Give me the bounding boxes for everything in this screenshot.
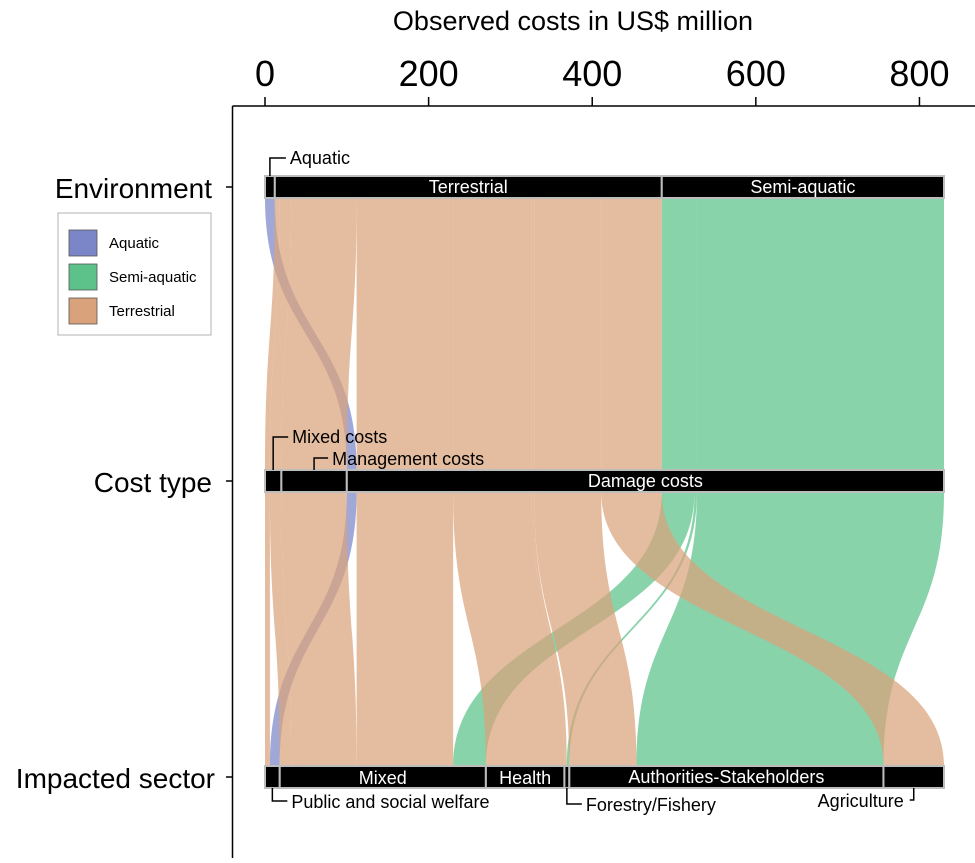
flow-terrestrial-7 [531, 198, 567, 766]
stratum-damage-costs-bar [345, 469, 945, 493]
axis-label-cost-type: Cost type [94, 467, 212, 498]
callout-line-forestry-fishery [566, 788, 582, 805]
flow-terrestrial-4 [356, 198, 454, 766]
stratum-label-health: Health [499, 768, 551, 788]
legend-label-terrestrial: Terrestrial [109, 303, 175, 320]
stratum-label-mixed: Mixed [359, 768, 407, 788]
callout-line-agriculture [909, 788, 915, 801]
x-tick-label-0: 0 [255, 53, 275, 94]
flow-semi-aquatic-5 [453, 198, 695, 766]
flows-layer [265, 198, 944, 766]
stratum-label-damage-costs: Damage costs [588, 471, 703, 491]
flow-terrestrial-1 [265, 198, 280, 766]
legend-swatch-terrestrial [68, 297, 98, 325]
stratum-label-terrestrial: Terrestrial [429, 177, 508, 197]
x-tick-label-400: 400 [562, 53, 622, 94]
x-tick-label-200: 200 [399, 53, 459, 94]
stratum-label-public-and-social-welfare: Public and social welfare [291, 792, 489, 812]
labels-layer: Terrestrial Semi-aquatic Aquatic Damage cos… [269, 148, 915, 815]
flow-terrestrial-2 [269, 198, 292, 766]
legend-swatch-aquatic [68, 229, 98, 257]
stratum-mixed-costs-bar [264, 469, 283, 493]
flow-terrestrial-6 [453, 198, 565, 766]
callout-line-public-and-social-welfare [271, 788, 288, 802]
flow-semi-aquatic-10 [636, 198, 944, 766]
strata-layer [264, 175, 946, 789]
flow-terrestrial-11 [601, 198, 944, 766]
x-axis-title: Observed costs in US$ million [393, 6, 753, 36]
stratum-label-agriculture: Agriculture [818, 791, 904, 811]
stratum-management-costs-bar [280, 469, 348, 493]
callout-line-management-costs [313, 457, 329, 470]
x-tick-label-600: 600 [726, 53, 786, 94]
legend-swatch-semi-aquatic [68, 263, 98, 291]
flow-terrestrial-3 [281, 198, 357, 766]
stratum-public-and-social-welfare-bar [264, 765, 281, 789]
axis-label-environment: Environment [55, 173, 212, 204]
stratum-agriculture-bar [882, 765, 945, 789]
stratum-aquatic-bar [264, 175, 276, 199]
axis-layer: 0 200 400 600 800 Observed costs in US$ milli… [16, 6, 975, 858]
legend: Aquatic Semi-aquatic Terrestrial [57, 212, 212, 336]
stratum-label-forestry-fishery: Forestry/Fishery [586, 795, 716, 815]
x-tick-label-800: 800 [889, 53, 949, 94]
callout-line-aquatic [269, 157, 286, 176]
callout-line-mixed-costs [272, 436, 289, 470]
stratum-label-aquatic: Aquatic [290, 148, 350, 168]
stratum-label-authorities-stakeholders: Authorities-Stakeholders [628, 767, 824, 787]
stratum-semi-aquatic-bar [660, 175, 946, 199]
flow-terrestrial-9 [534, 198, 637, 766]
stratum-label-management-costs: Management costs [332, 449, 484, 469]
legend-label-semi-aquatic: Semi-aquatic [109, 269, 197, 286]
stratum-label-mixed-costs: Mixed costs [292, 427, 387, 447]
legend-label-aquatic: Aquatic [109, 235, 160, 252]
axis-label-impacted-sector: Impacted sector [16, 763, 215, 794]
stratum-label-semi-aquatic: Semi-aquatic [750, 177, 855, 197]
